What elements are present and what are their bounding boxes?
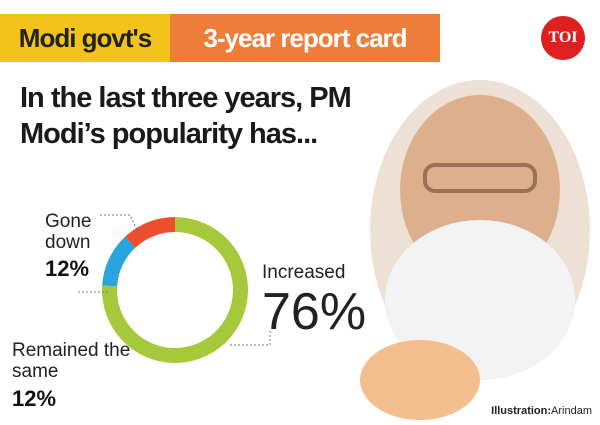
chart-title: In the last three years, PM Modi’s popul…	[20, 82, 352, 150]
donut-segment	[125, 217, 175, 248]
value-label: 12%	[45, 256, 90, 281]
category-label: Gone down	[45, 211, 92, 253]
credit: Illustration:Arindam	[491, 405, 592, 417]
leader-lines	[78, 214, 271, 346]
value-label: 12%	[12, 386, 57, 411]
credit-label: Illustration:	[491, 405, 552, 417]
category-label: Increased	[262, 262, 346, 283]
category-label: Remained the same	[12, 340, 131, 382]
header-title: 3-year report card	[170, 14, 440, 62]
donut-segment	[102, 236, 136, 287]
value-label: 76%	[262, 283, 367, 341]
logo: TOI	[541, 16, 585, 60]
portrait	[360, 80, 590, 420]
header-tag: Modi govt's	[0, 14, 170, 62]
credit-name: Arindam	[551, 405, 592, 417]
